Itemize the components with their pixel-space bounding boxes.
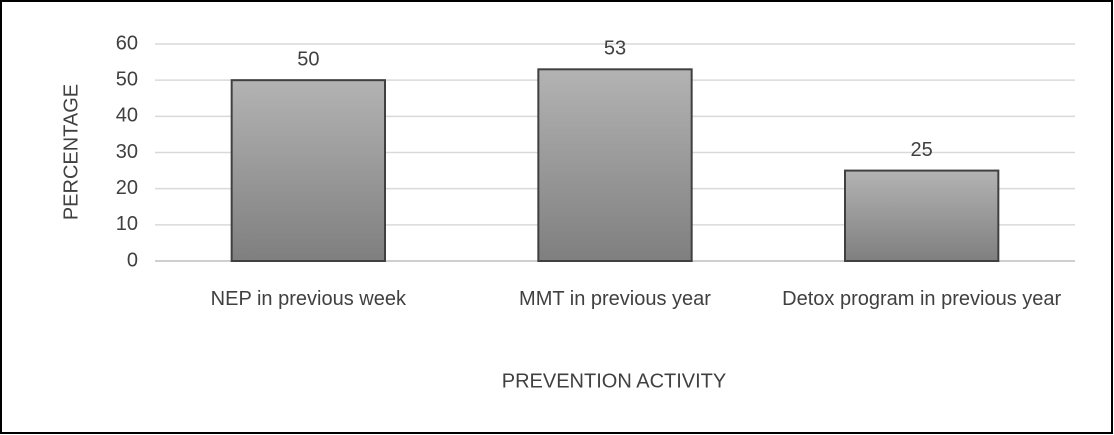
data-label: 50 [297, 48, 319, 70]
y-tick-label: 10 [116, 213, 138, 235]
y-tick-label: 0 [127, 249, 138, 271]
x-axis-label: PREVENTION ACTIVITY [502, 370, 726, 392]
x-tick-label: NEP in previous week [210, 288, 406, 310]
data-label: 53 [604, 38, 626, 60]
bar [537, 68, 693, 262]
bar [230, 79, 386, 262]
x-tick-label: Detox program in previous year [782, 288, 1062, 310]
y-axis-label: PERCENTAGE [60, 84, 82, 220]
y-tick-label: 50 [116, 68, 138, 90]
data-label: 25 [911, 139, 933, 161]
y-tick-label: 40 [116, 105, 138, 127]
bar [844, 169, 1000, 262]
y-tick-label: 20 [116, 177, 138, 199]
y-tick-label: 60 [116, 32, 138, 54]
x-tick-label: MMT in previous year [519, 288, 711, 310]
y-tick-label: 30 [116, 141, 138, 163]
